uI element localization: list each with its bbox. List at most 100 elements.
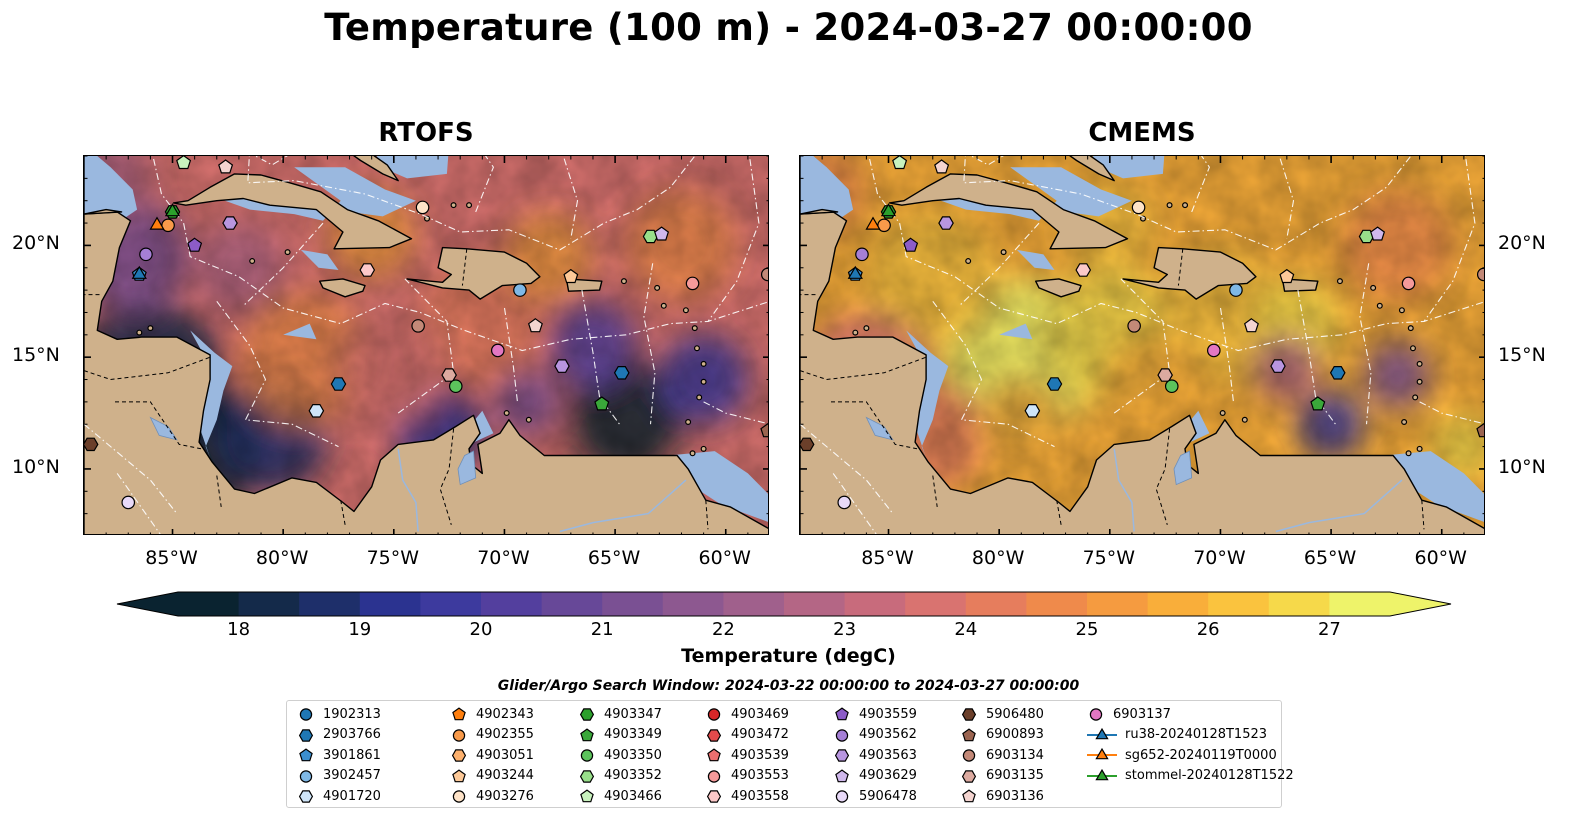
shallow-shelf bbox=[668, 451, 768, 522]
land-central bbox=[84, 156, 768, 534]
legend-item: 4903469 bbox=[705, 704, 789, 724]
argo-marker-5906478 bbox=[837, 495, 852, 510]
river bbox=[1275, 479, 1403, 533]
legend-label: stommel-20240128T1522 bbox=[1125, 768, 1294, 783]
lat-label-right: 20°N bbox=[1498, 232, 1546, 255]
legend-marker-icon bbox=[707, 708, 721, 721]
island bbox=[1401, 419, 1408, 426]
legend-marker bbox=[707, 708, 721, 721]
argo-marker-4903276 bbox=[415, 200, 430, 215]
legend-label: 4903559 bbox=[859, 706, 917, 722]
country-border bbox=[439, 428, 455, 525]
argo-marker-2903766 bbox=[330, 377, 347, 391]
legend-marker bbox=[1095, 768, 1109, 780]
argo-marker-4901720 bbox=[308, 404, 325, 418]
argo-marker-4903563 bbox=[1270, 359, 1286, 373]
legend-marker-icon bbox=[298, 728, 314, 742]
legend-label: 4903563 bbox=[859, 747, 917, 763]
argo-marker-4903350 bbox=[1164, 379, 1179, 394]
eez-boundary bbox=[963, 156, 1412, 251]
country-border bbox=[461, 248, 468, 286]
legend-label: 6900893 bbox=[986, 727, 1044, 742]
figure-title: Temperature (100 m) - 2024-03-27 00:00:0… bbox=[324, 6, 1253, 49]
lake bbox=[149, 416, 178, 441]
colorbar-extend-high bbox=[1390, 592, 1451, 616]
country-border bbox=[705, 500, 709, 530]
colorbar-segment bbox=[178, 592, 240, 616]
colorbar-segment bbox=[1329, 592, 1391, 616]
argo-marker-4903563 bbox=[554, 359, 570, 373]
legend-label: 4903558 bbox=[731, 788, 789, 804]
colorbar bbox=[116, 591, 1452, 617]
legend-label: 4903347 bbox=[604, 706, 662, 722]
island bbox=[136, 329, 143, 336]
legend-marker-icon bbox=[835, 790, 849, 803]
eez-boundary bbox=[503, 307, 519, 405]
eez-boundary bbox=[397, 278, 455, 414]
eez-boundary bbox=[1219, 307, 1235, 405]
legend-marker bbox=[1095, 747, 1109, 760]
colorbar-tick-label: 20 bbox=[469, 619, 493, 640]
shallow-shelf bbox=[928, 167, 1132, 221]
eez-boundary bbox=[1423, 156, 1476, 322]
argo-marker-4903563 bbox=[222, 216, 238, 230]
legend-marker-icon bbox=[452, 790, 466, 803]
legend-marker-icon bbox=[451, 749, 467, 762]
legend-marker-icon bbox=[961, 769, 977, 783]
island bbox=[660, 302, 667, 309]
argo-marker-3902457 bbox=[513, 283, 527, 297]
lon-label: 70°W bbox=[477, 547, 530, 569]
map-panel-cmems[interactable] bbox=[799, 155, 1485, 535]
argo-marker-4903629 bbox=[1370, 226, 1386, 241]
legend-label: 1902313 bbox=[323, 706, 381, 722]
country-border bbox=[1177, 248, 1184, 286]
legend-marker-icon bbox=[299, 748, 313, 762]
legend-marker-icon bbox=[835, 768, 849, 782]
lon-label: 75°W bbox=[366, 547, 420, 569]
legend-marker bbox=[298, 728, 314, 742]
country-border bbox=[831, 401, 918, 450]
eez-boundary bbox=[242, 222, 324, 307]
legend-marker-icon bbox=[1087, 768, 1117, 780]
legend-item: 4902343 bbox=[450, 704, 534, 724]
river bbox=[397, 448, 419, 532]
legend-marker bbox=[1095, 727, 1109, 739]
argo-marker-6903136 bbox=[934, 159, 950, 174]
legend-marker bbox=[707, 769, 721, 783]
legend-label: 6903135 bbox=[986, 768, 1044, 783]
argo-marker-4903553 bbox=[1401, 276, 1416, 291]
land-hispaniola bbox=[406, 246, 541, 300]
legend-marker-icon bbox=[834, 749, 850, 762]
legend-label: 3901861 bbox=[323, 747, 381, 763]
island bbox=[691, 325, 698, 332]
argo-marker-6903135 bbox=[441, 368, 457, 382]
argo-marker-4903563 bbox=[938, 216, 954, 230]
legend-marker-icon bbox=[1087, 747, 1117, 760]
island bbox=[654, 284, 661, 291]
colorbar-svg bbox=[116, 591, 1452, 617]
eez-boundary bbox=[216, 300, 339, 448]
legend-marker bbox=[962, 789, 976, 803]
lon-label: 65°W bbox=[1303, 547, 1357, 569]
map-panel-rtofs[interactable] bbox=[83, 155, 769, 535]
colorbar-tick-label: 25 bbox=[1075, 619, 1099, 640]
legend-item: 4902355 bbox=[450, 725, 534, 745]
land-cuba bbox=[172, 173, 413, 250]
colorbar-segment bbox=[723, 592, 785, 616]
island bbox=[284, 249, 291, 256]
argo-marker-4903562 bbox=[855, 247, 869, 262]
legend-marker-icon bbox=[835, 707, 849, 721]
land-central bbox=[800, 156, 1484, 534]
eez-boundary bbox=[1278, 156, 1295, 239]
lake bbox=[457, 450, 477, 486]
argo-marker-4903559 bbox=[187, 237, 203, 252]
colorbar-segment bbox=[905, 592, 967, 616]
search-window-caption: Glider/Argo Search Window: 2024-03-22 00… bbox=[497, 678, 1080, 694]
colorbar-segment bbox=[541, 592, 603, 616]
colorbar-segment bbox=[844, 592, 906, 616]
eez-boundary bbox=[1419, 401, 1484, 425]
lon-label: 60°W bbox=[698, 547, 751, 569]
panel-title-cmems: CMEMS bbox=[1088, 118, 1196, 148]
legend-item: 4901720 bbox=[297, 786, 381, 806]
country-border bbox=[84, 356, 211, 381]
